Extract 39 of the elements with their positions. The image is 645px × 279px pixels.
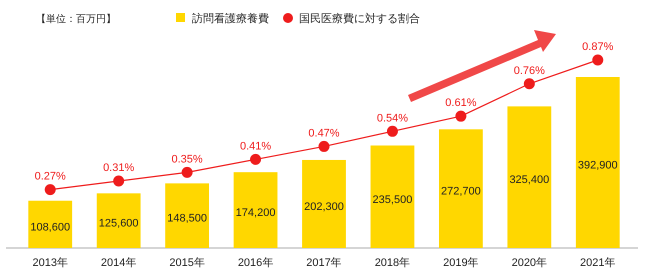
x-tick-label: 2021年 (580, 257, 616, 269)
data-label: 0.47% (308, 127, 340, 140)
data-label: 0.61% (445, 97, 477, 110)
data-label: 0.54% (376, 112, 408, 124)
bar (302, 160, 346, 248)
data-label: 0.76% (514, 64, 546, 77)
bar (507, 106, 552, 248)
bar (234, 172, 278, 248)
data-label: 148,500 (167, 212, 207, 225)
legend-label: 訪問看護療養費 (192, 12, 269, 25)
data-label: 174,200 (236, 207, 276, 220)
text: 【単位：百万円】 (36, 13, 116, 25)
bar (576, 77, 620, 248)
data-label: 325,400 (509, 174, 550, 186)
data-label: 272,700 (441, 186, 481, 198)
x-tick-label: 2017年 (306, 257, 342, 269)
data-label: 0.35% (172, 153, 203, 166)
x-tick-label: 2014年 (100, 257, 136, 269)
bar (370, 146, 414, 248)
bar (28, 200, 72, 248)
data-label: 0.31% (103, 162, 134, 174)
data-label: 235,500 (372, 194, 412, 206)
x-tick-label: 2020年 (512, 257, 548, 269)
data-label: 0.41% (240, 140, 272, 152)
data-label: 202,300 (304, 200, 344, 213)
data-label: 0.87% (582, 41, 614, 53)
x-tick-label: 2018年 (374, 257, 410, 269)
data-label: 108,600 (30, 221, 70, 234)
x-tick-label: 2013年 (32, 257, 68, 269)
x-tick-label: 2016年 (238, 257, 274, 269)
data-label: 392,900 (578, 160, 618, 172)
data-label: 0.27% (34, 170, 66, 183)
bar (96, 193, 141, 248)
x-tick-label: 2015年 (169, 257, 205, 269)
x-tick-label: 2019年 (443, 257, 479, 269)
bar (165, 183, 210, 248)
bar (438, 129, 483, 248)
legend-label: 国民医療費に対する割合 (299, 12, 420, 25)
data-label: 125,600 (98, 218, 139, 230)
